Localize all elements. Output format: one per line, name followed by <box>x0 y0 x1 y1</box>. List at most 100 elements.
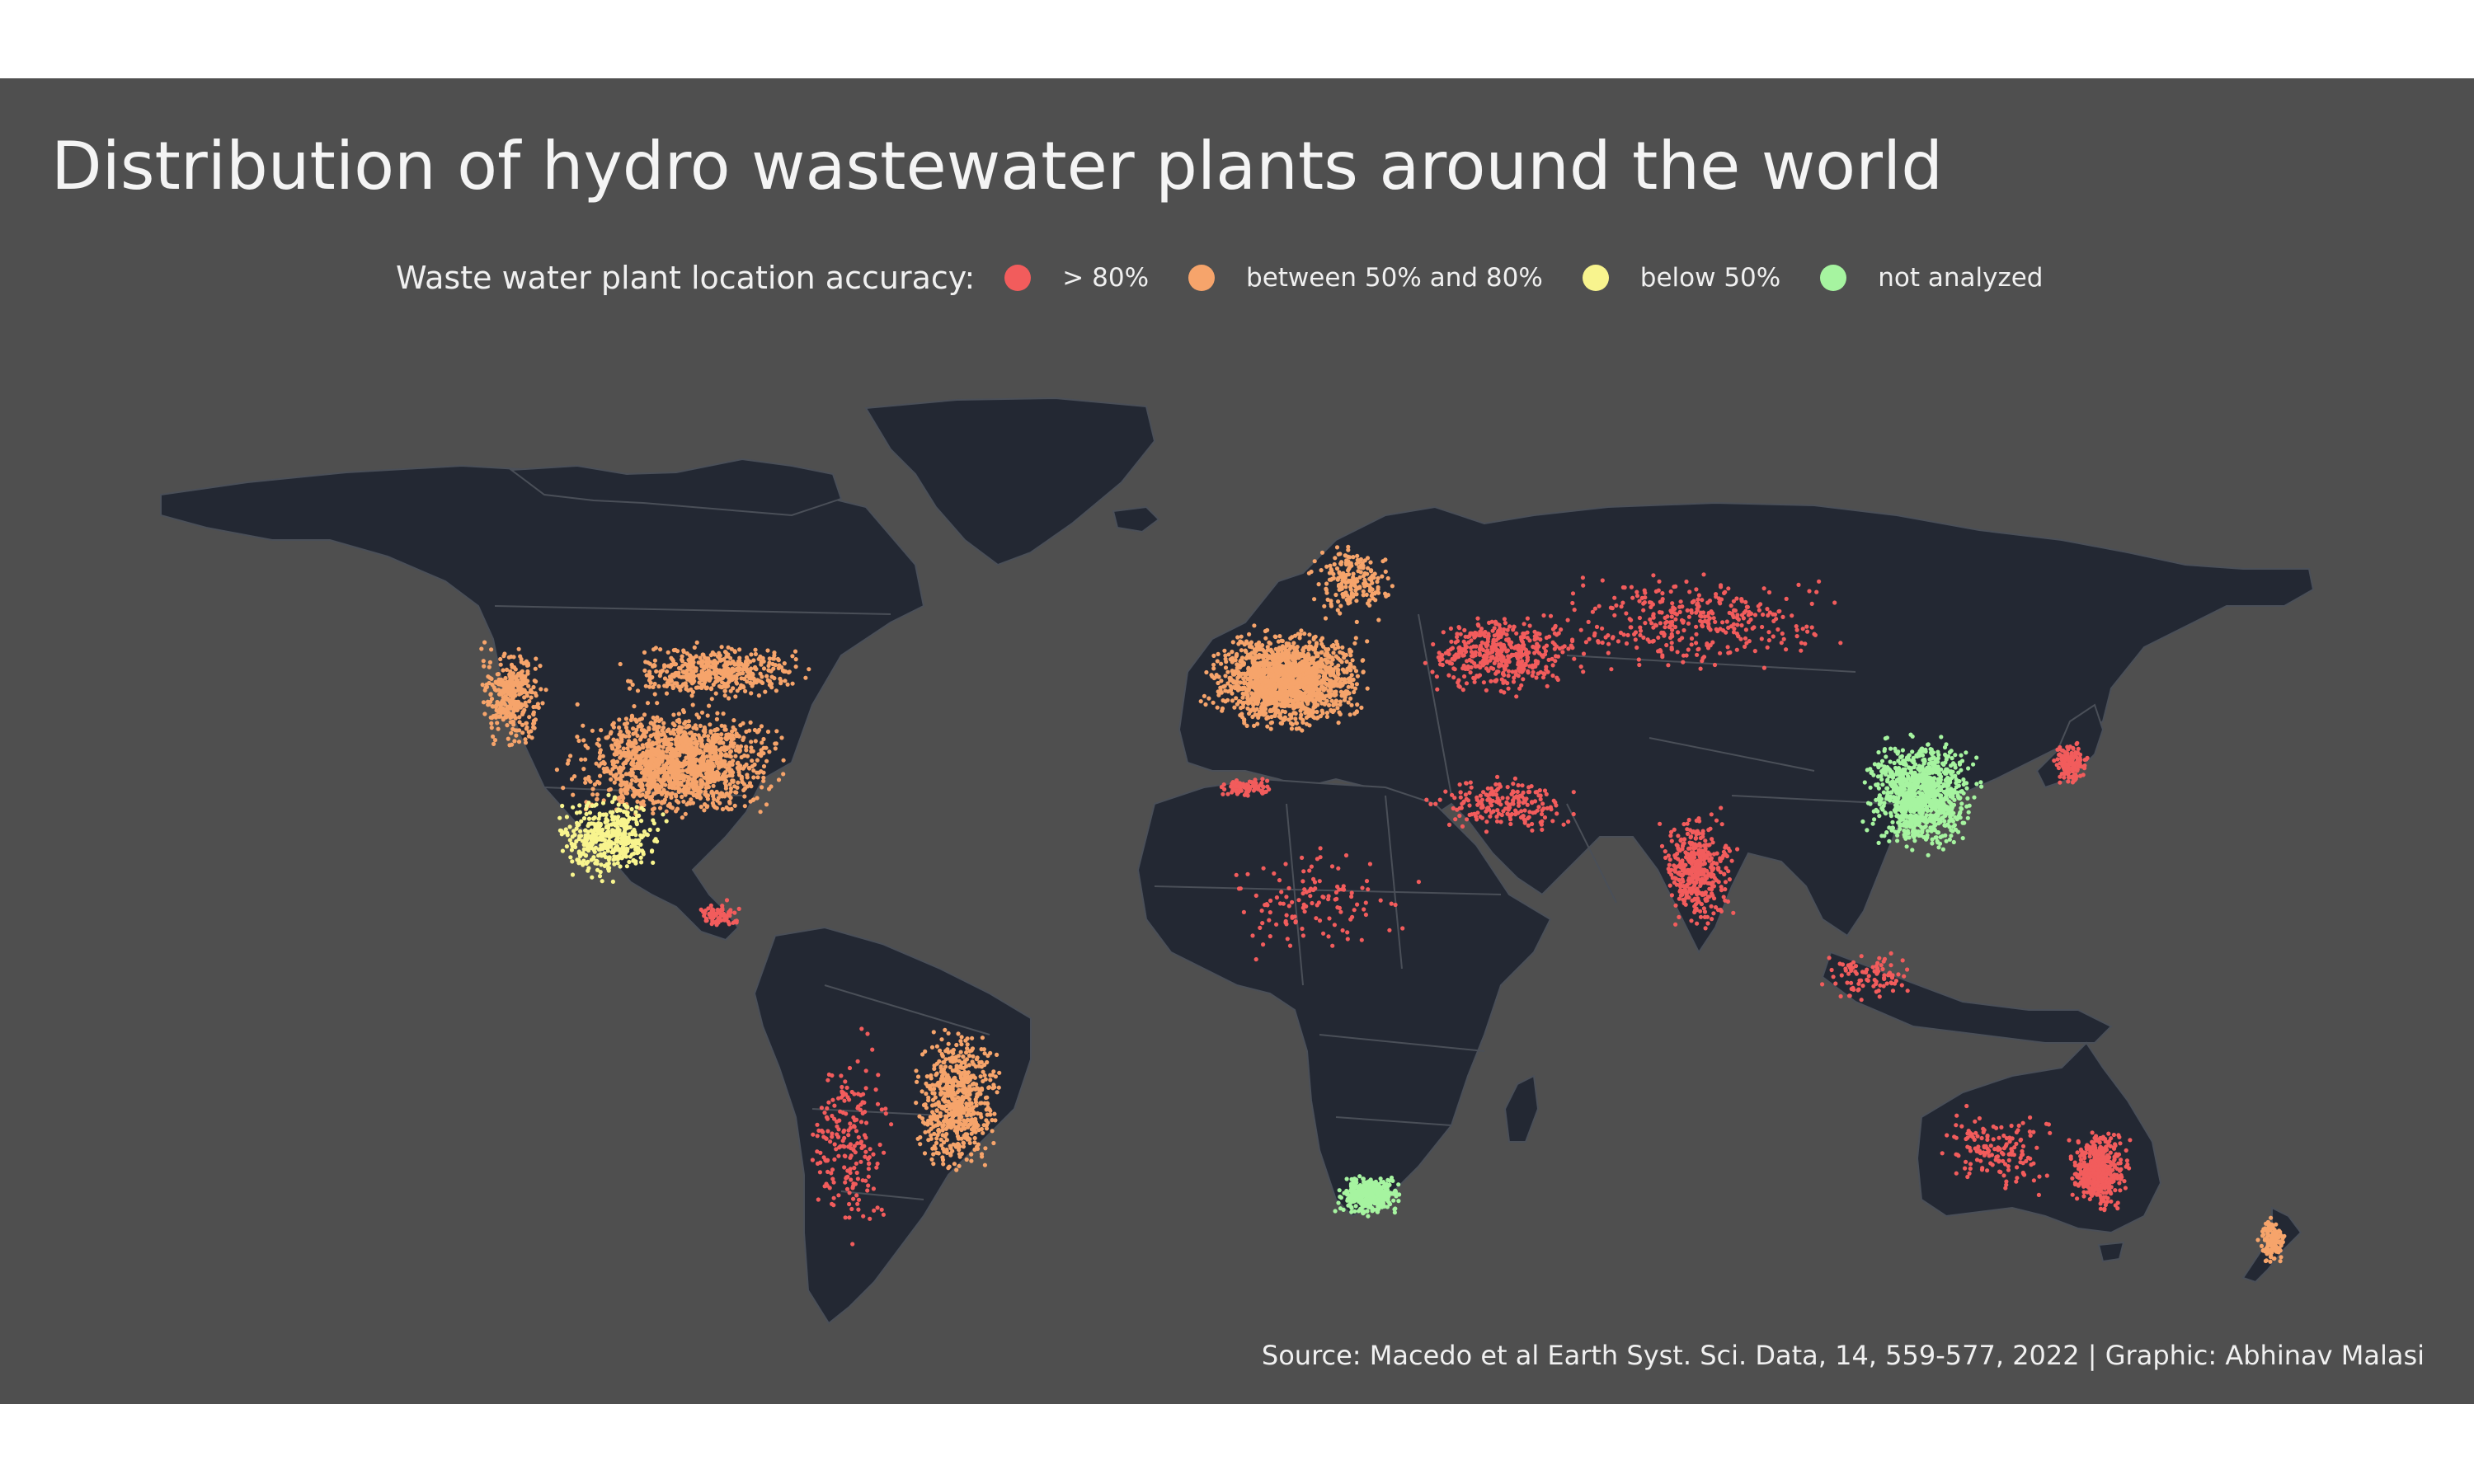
plant-dot <box>689 763 694 768</box>
plant-dot <box>954 1067 959 1072</box>
plant-dot <box>936 1151 941 1156</box>
plant-dot <box>765 648 770 653</box>
plant-dot <box>915 1136 920 1141</box>
plant-dot <box>749 749 754 754</box>
plant-dot <box>719 752 724 757</box>
plant-dot <box>518 654 523 659</box>
plant-dot <box>618 864 623 869</box>
plant-dot <box>670 721 675 726</box>
plant-dot <box>610 879 616 884</box>
plant-dot <box>627 734 632 739</box>
plant-dot <box>608 770 614 775</box>
plant-dot <box>660 668 666 674</box>
plant-dot <box>990 1129 995 1134</box>
plant-dot <box>720 791 725 796</box>
plant-dot <box>836 1153 841 1158</box>
plant-dot <box>716 772 722 777</box>
plant-dot <box>727 913 732 918</box>
plant-dot <box>638 855 643 860</box>
plant-dot <box>767 749 772 754</box>
plant-dot <box>761 666 767 671</box>
plant-dot <box>835 1124 840 1129</box>
plant-dot <box>979 1126 984 1132</box>
plant-dot <box>881 1212 886 1217</box>
land-arctic-islands <box>509 458 843 517</box>
plant-dot <box>626 730 631 735</box>
plant-dot <box>626 679 631 683</box>
plant-dot <box>759 724 764 729</box>
plant-dot <box>729 646 734 651</box>
plant-dot <box>646 660 651 665</box>
plant-dot <box>642 773 647 778</box>
plant-dot <box>1223 674 1228 679</box>
plant-dot <box>524 721 529 726</box>
plant-dot <box>759 748 764 753</box>
plant-dot <box>1336 672 1341 677</box>
plant-dot <box>625 805 630 810</box>
plant-dot <box>523 737 528 742</box>
plant-dot <box>941 1162 946 1167</box>
plant-dot <box>719 723 724 728</box>
plant-dot <box>630 840 635 845</box>
plant-dot <box>569 777 575 782</box>
plant-dot <box>483 685 488 690</box>
plant-dot <box>590 875 595 880</box>
plant-dot <box>623 824 628 830</box>
plant-dot <box>1346 700 1351 705</box>
plant-dot <box>961 1078 966 1083</box>
plant-dot <box>703 918 708 923</box>
plant-dot <box>488 692 493 697</box>
plant-dot <box>664 691 670 696</box>
plant-dot <box>583 757 588 762</box>
plant-dot <box>630 682 635 688</box>
plant-dot <box>948 1104 952 1109</box>
plant-dot <box>664 819 669 824</box>
plant-dot <box>649 752 655 757</box>
plant-dot <box>1288 636 1293 641</box>
plant-dot <box>785 682 790 687</box>
plant-dot <box>939 1143 944 1148</box>
plant-dot <box>673 792 679 797</box>
plant-dot <box>843 1215 848 1220</box>
plant-dot <box>596 847 602 852</box>
plant-dot <box>958 1050 963 1054</box>
plant-dot <box>639 819 644 824</box>
plant-dot <box>1361 658 1366 663</box>
plant-dot <box>619 793 624 798</box>
plant-dot <box>930 1091 935 1096</box>
plant-dot <box>496 677 501 682</box>
plant-dot <box>517 728 522 733</box>
plant-dot <box>602 769 607 774</box>
plant-dot <box>708 675 713 681</box>
plant-dot <box>722 918 727 923</box>
plant-dot <box>980 1036 985 1040</box>
plant-dot <box>609 777 614 782</box>
plant-dot <box>685 723 691 728</box>
plant-dot <box>840 1084 844 1090</box>
plant-dot <box>731 669 736 674</box>
plant-dot <box>727 764 731 770</box>
plant-dot <box>520 722 525 727</box>
plant-dot <box>741 671 745 676</box>
plant-dot <box>754 680 759 685</box>
plant-dot <box>611 857 616 862</box>
plant-dot <box>525 671 530 676</box>
plant-dot <box>1265 724 1270 729</box>
plant-dot <box>1216 651 1221 657</box>
plant-dot <box>489 721 494 726</box>
plant-dot <box>1255 721 1260 726</box>
plant-dot <box>715 737 720 742</box>
plant-dot <box>965 1042 970 1047</box>
plant-dot <box>631 758 636 763</box>
plant-dot <box>847 1190 852 1195</box>
plant-dot <box>668 730 673 735</box>
plant-dot <box>482 640 487 645</box>
plant-dot <box>1230 698 1235 703</box>
plant-dot <box>630 761 635 766</box>
plant-dot <box>741 787 746 793</box>
plant-dot <box>937 1104 942 1109</box>
plant-dot <box>660 759 665 764</box>
plant-dot <box>931 1162 936 1167</box>
plant-dot <box>932 1063 937 1068</box>
plant-dot <box>855 1201 860 1206</box>
